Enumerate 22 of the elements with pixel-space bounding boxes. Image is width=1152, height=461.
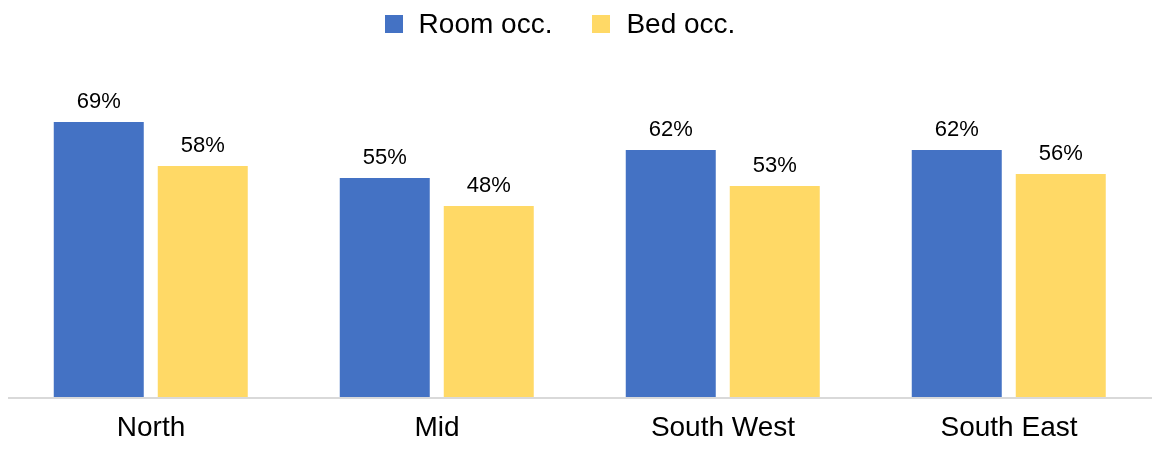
data-label: 56% <box>1038 140 1083 165</box>
bar <box>53 122 144 398</box>
data-label: 69% <box>76 88 121 113</box>
legend-label: Bed occ. <box>626 8 736 40</box>
x-tick-label: South East <box>940 410 1078 442</box>
legend-label: Room occ. <box>418 8 553 40</box>
x-tick-label: South West <box>650 410 796 442</box>
x-tick-label: Mid <box>414 410 460 442</box>
x-tick-label: North <box>116 410 186 442</box>
data-label: 53% <box>752 152 797 177</box>
data-label: 58% <box>180 132 225 157</box>
bar <box>157 166 248 398</box>
data-label: 55% <box>362 144 407 169</box>
bar <box>729 186 820 398</box>
bar <box>339 178 430 398</box>
data-label: 48% <box>466 172 511 197</box>
data-label: 62% <box>648 116 693 141</box>
bar <box>625 150 716 398</box>
bar <box>443 206 534 398</box>
bar <box>1015 174 1106 398</box>
data-label: 62% <box>934 116 979 141</box>
bar <box>911 150 1002 398</box>
